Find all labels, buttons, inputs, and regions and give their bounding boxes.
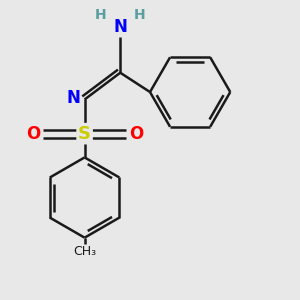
Text: S: S [78,125,91,143]
Text: N: N [113,18,127,36]
Text: H: H [95,8,107,22]
Text: H: H [134,8,146,22]
Text: CH₃: CH₃ [73,245,96,258]
Text: O: O [129,125,143,143]
Text: O: O [26,125,40,143]
Text: N: N [66,89,80,107]
